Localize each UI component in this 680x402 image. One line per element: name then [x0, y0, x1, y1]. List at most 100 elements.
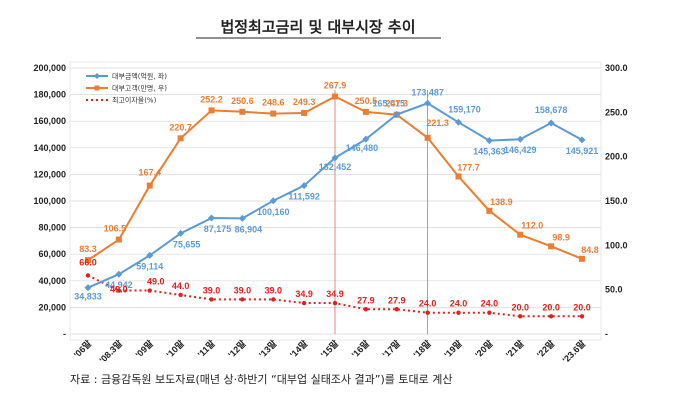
category-label: '23.6말 [560, 337, 588, 365]
data-label: 34,833 [74, 292, 102, 302]
data-label: 112.0 [521, 221, 543, 231]
left-tick-label: 160,000 [33, 116, 66, 126]
category-label: '20말 [473, 337, 496, 360]
category-label: '22말 [534, 337, 557, 360]
data-label: 66.0 [79, 257, 97, 267]
data-point [485, 137, 493, 145]
data-label: 39.0 [234, 285, 252, 295]
data-point [208, 214, 215, 222]
legend-marker [94, 73, 100, 79]
right-tick-label: 300.0 [605, 63, 628, 73]
category-label: '13말 [256, 337, 279, 360]
data-point [146, 251, 154, 259]
series-loan-amount [84, 99, 586, 292]
data-label: 49.0 [110, 285, 128, 295]
right-tick-label: - [605, 329, 608, 339]
labels-customers: 83.3 106.5 167.4 220.7 252.2 250.6 248.6 249.3 2… [79, 80, 599, 254]
chart-title: 법정최고금리 및 대부시장 추이 [220, 18, 415, 36]
category-label: '15말 [318, 337, 341, 360]
data-point [178, 292, 183, 298]
data-label: 132,452 [319, 162, 352, 172]
category-label: '11말 [195, 337, 217, 359]
legend-item: 최고이자율(%) [86, 96, 157, 105]
data-point [300, 182, 308, 190]
data-point [424, 134, 431, 141]
data-label: 250.5 [355, 96, 378, 106]
left-tick-label: 120,000 [33, 169, 66, 179]
data-label: 145,921 [566, 146, 599, 156]
right-y-axis: - 50.0 100.0 150.0 200.0 250.0 300.0 [605, 63, 628, 339]
left-tick-label: 100,000 [33, 196, 66, 206]
right-tick-label: 250.0 [605, 107, 628, 117]
data-point [487, 310, 492, 315]
data-label: 75,655 [173, 239, 201, 249]
data-point [455, 118, 462, 126]
category-label: '17말 [380, 337, 403, 360]
data-label: 44,942 [105, 280, 133, 290]
data-label: 145,363 [473, 147, 506, 157]
data-point [301, 300, 307, 306]
data-label: 158,678 [535, 105, 568, 115]
data-point [209, 297, 214, 302]
legend: 대부금액(억원, 좌) 대부고객(만명, 우) 최고이자율(%) [86, 72, 167, 105]
data-point [362, 135, 370, 143]
category-label: '14말 [287, 337, 310, 360]
data-point [393, 111, 401, 119]
category-label: '12말 [226, 337, 249, 360]
data-point [238, 214, 246, 222]
category-label: '21말 [503, 337, 526, 360]
legend-label: 대부고객(만명, 우) [112, 84, 167, 93]
data-label: 248.6 [262, 98, 285, 108]
data-label: 252.2 [200, 94, 223, 104]
data-label: 138.9 [490, 197, 513, 207]
data-label: 146,429 [504, 145, 537, 155]
data-label: 20.0 [511, 302, 529, 312]
legend-label: 최고이자율(%) [112, 96, 157, 105]
data-label: 221.3 [426, 118, 449, 128]
category-label: '08.3말 [97, 337, 125, 365]
left-tick-label: 140,000 [33, 143, 66, 153]
data-point [456, 310, 461, 315]
data-label: 146,480 [346, 143, 379, 153]
left-tick-label: - [63, 329, 66, 339]
data-point [425, 310, 430, 315]
data-label: 34.9 [295, 289, 313, 299]
data-point [547, 119, 555, 127]
data-label: 86,904 [235, 224, 263, 234]
data-label: 59,114 [136, 261, 163, 271]
data-point [85, 273, 91, 278]
left-tick-label: 60,000 [38, 249, 66, 259]
right-tick-label: 150.0 [605, 196, 628, 206]
data-label: 20.0 [573, 302, 591, 312]
data-label: 247.3 [385, 99, 408, 109]
data-point [518, 314, 523, 319]
left-tick-label: 80,000 [38, 223, 66, 233]
data-label: 267.9 [324, 80, 347, 90]
data-label: 249.3 [293, 97, 316, 107]
data-point [579, 255, 585, 262]
data-label: 173,487 [411, 87, 444, 97]
x-axis: '06말 '08.3말 '09말 '10말 '11말 '12말 '13말 '14말 '15말 '1… [71, 337, 588, 365]
data-label: 24.0 [481, 299, 499, 309]
data-point [301, 109, 308, 116]
left-tick-label: 180,000 [33, 90, 66, 100]
series-max-rate [85, 273, 585, 319]
data-point [578, 136, 586, 144]
data-label: 49.0 [147, 277, 165, 287]
data-label: 84.8 [581, 245, 599, 255]
source-note: 자료 : 금융감독원 보도자료(매년 상·하반기 “대부업 실태조사 결과”)를… [70, 372, 453, 386]
data-point [363, 307, 369, 312]
data-point [424, 99, 432, 107]
data-label: 220.7 [169, 122, 192, 132]
data-point [517, 231, 524, 238]
data-point [239, 108, 246, 115]
data-label: 27.9 [357, 295, 375, 305]
data-point [579, 314, 585, 319]
data-point [548, 314, 554, 319]
data-label: 106.5 [104, 224, 127, 234]
data-label: 83.3 [79, 244, 97, 254]
legend-item: 대부금액(억원, 좌) [86, 72, 167, 81]
data-point [84, 284, 92, 292]
left-tick-label: 200,000 [33, 63, 66, 73]
